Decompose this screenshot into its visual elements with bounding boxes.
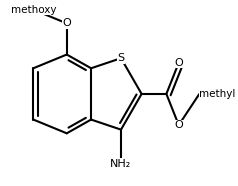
Text: S: S <box>117 53 124 63</box>
Text: O: O <box>62 18 71 28</box>
Text: NH₂: NH₂ <box>110 158 132 169</box>
Text: methoxy: methoxy <box>11 5 56 15</box>
Text: O: O <box>174 120 183 130</box>
Text: methyl: methyl <box>199 89 236 99</box>
Text: O: O <box>174 58 183 68</box>
